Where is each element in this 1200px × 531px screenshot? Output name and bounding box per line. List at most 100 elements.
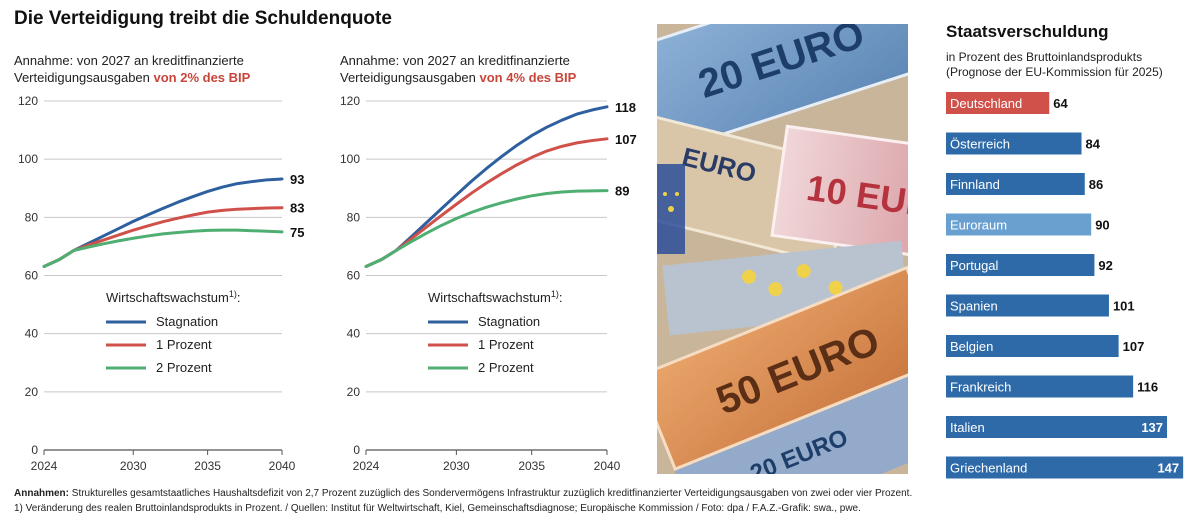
y-tick-label: 0 bbox=[31, 443, 38, 457]
bar-euroraum bbox=[946, 213, 1092, 236]
bar-category-label: Belgien bbox=[950, 339, 993, 354]
x-tick-label: 2035 bbox=[518, 459, 545, 473]
series-line-2-prozent bbox=[364, 189, 609, 268]
series-line-2-prozent bbox=[42, 228, 284, 268]
euro-banknotes-photo: 20 EURO EURO 10 EURO 50 EURO 20 EURO bbox=[657, 24, 908, 474]
panel-1-subtitle-highlight: von 2% des BIP bbox=[153, 70, 251, 85]
bar-category-label: Finnland bbox=[950, 177, 1000, 192]
bar-frankreich bbox=[946, 375, 1134, 398]
euro-banknotes-image: 20 EURO EURO 10 EURO 50 EURO 20 EURO bbox=[657, 24, 908, 474]
y-tick-label: 60 bbox=[25, 269, 39, 283]
legend-title-footnote: 1) bbox=[551, 289, 559, 299]
main-title: Die Verteidigung treibt die Schuldenquot… bbox=[14, 8, 392, 29]
bar-value-label: 137 bbox=[1141, 420, 1163, 435]
y-tick-label: 100 bbox=[18, 152, 38, 166]
bar-spanien bbox=[946, 294, 1109, 317]
bar-category-label: Italien bbox=[950, 420, 985, 435]
series-end-label: 89 bbox=[615, 184, 629, 199]
legend-title-colon: : bbox=[559, 290, 563, 305]
bar-value-label: 101 bbox=[1113, 299, 1135, 314]
staats-subtitle-line2: (Prognose der EU-Kommission für 2025) bbox=[946, 65, 1163, 79]
bar-value-label: 84 bbox=[1086, 137, 1101, 152]
legend-title-footnote: 1) bbox=[229, 289, 237, 299]
series-line-stagnation bbox=[364, 105, 609, 268]
bar-finnland bbox=[946, 173, 1085, 195]
y-tick-label: 120 bbox=[340, 94, 360, 108]
bar-value-label: 107 bbox=[1123, 339, 1145, 354]
panel-1-subtitle-line2: Verteidigungsausgaben von 2% des BIP bbox=[14, 69, 250, 86]
panel-2-subtitle-prefix: Verteidigungsausgaben bbox=[340, 70, 480, 85]
x-tick-label: 2040 bbox=[269, 459, 296, 473]
series-end-label: 93 bbox=[290, 172, 304, 187]
y-tick-label: 20 bbox=[347, 385, 361, 399]
y-tick-label: 120 bbox=[18, 94, 38, 108]
x-tick-label: 2035 bbox=[194, 459, 221, 473]
bar-value-label: 64 bbox=[1053, 96, 1068, 111]
panel-2-subtitle-line2: Verteidigungsausgaben von 4% des BIP bbox=[340, 69, 576, 86]
y-tick-label: 40 bbox=[25, 327, 39, 341]
panel-2-subtitle-line1: Annahme: von 2027 an kreditfinanzierte bbox=[340, 53, 570, 68]
legend-label: 2 Prozent bbox=[478, 360, 534, 375]
series-end-label: 75 bbox=[290, 225, 304, 240]
bar-value-label: 116 bbox=[1137, 380, 1158, 395]
y-tick-label: 80 bbox=[25, 210, 39, 224]
bar-category-label: Portugal bbox=[950, 258, 999, 273]
legend-label: 2 Prozent bbox=[156, 360, 212, 375]
bar-österreich bbox=[946, 132, 1082, 155]
legend-title-colon: : bbox=[237, 290, 241, 305]
panel-2-subtitle: Annahme: von 2027 an kreditfinanzierte V… bbox=[340, 52, 576, 86]
panel-1-subtitle-prefix: Verteidigungsausgaben bbox=[14, 70, 154, 85]
staats-subtitle-line1: in Prozent des Bruttoinlandsprodukts bbox=[946, 50, 1143, 64]
series-end-label: 107 bbox=[615, 132, 637, 147]
bar-value-label: 147 bbox=[1157, 461, 1179, 476]
footer-line1-bold: Annahmen: bbox=[14, 488, 69, 499]
panel-1-subtitle: Annahme: von 2027 an kreditfinanzierte V… bbox=[14, 52, 250, 86]
bar-belgien bbox=[946, 335, 1119, 357]
staats-title: Staatsverschuldung bbox=[946, 22, 1109, 41]
legend-label: Stagnation bbox=[478, 314, 540, 329]
bar-portugal bbox=[946, 254, 1095, 276]
bar-category-label: Deutschland bbox=[950, 96, 1022, 111]
panel-1-subtitle-line1: Annahme: von 2027 an kreditfinanzierte bbox=[14, 53, 244, 68]
x-tick-label: 2030 bbox=[120, 459, 147, 473]
debt-bar-chart: Deutschland 64 Österreich 84 Finnland 86 Euror… bbox=[946, 92, 1184, 479]
series-line-1-prozent bbox=[42, 206, 284, 268]
x-tick-label: 2030 bbox=[443, 459, 470, 473]
bar-griechenland bbox=[946, 456, 1184, 479]
y-tick-label: 80 bbox=[347, 210, 361, 224]
panel-2-subtitle-highlight: von 4% des BIP bbox=[479, 70, 577, 85]
bar-deutschland bbox=[946, 92, 1050, 114]
bar-category-label: Euroraum bbox=[950, 218, 1007, 233]
x-tick-label: 2024 bbox=[31, 459, 58, 473]
y-tick-label: 20 bbox=[25, 385, 39, 399]
bar-category-label: Frankreich bbox=[950, 380, 1011, 395]
bar-value-label: 90 bbox=[1095, 218, 1109, 233]
legend-label: 1 Prozent bbox=[156, 337, 212, 352]
bar-category-label: Österreich bbox=[950, 137, 1010, 152]
y-tick-label: 60 bbox=[347, 269, 361, 283]
staats-subtitle: in Prozent des Bruttoinlandsprodukts (Pr… bbox=[946, 50, 1163, 80]
bar-category-label: Spanien bbox=[950, 299, 998, 314]
legend-title: Wirtschaftswachstum1): bbox=[106, 289, 240, 305]
bar-category-label: Griechenland bbox=[950, 461, 1027, 476]
legend-title: Wirtschaftswachstum1): bbox=[428, 289, 562, 305]
footer-line1: Annahmen: Strukturelles gesamtstaatliche… bbox=[14, 486, 912, 501]
series-end-label: 83 bbox=[290, 201, 304, 216]
series-line-1-prozent bbox=[364, 137, 609, 268]
x-tick-label: 2040 bbox=[594, 459, 621, 473]
x-tick-label: 2024 bbox=[353, 459, 380, 473]
bar-italien bbox=[946, 416, 1168, 438]
footer-notes: Annahmen: Strukturelles gesamtstaatliche… bbox=[14, 486, 912, 516]
footer-line2: 1) Veränderung des realen Bruttoinlandsp… bbox=[14, 503, 861, 514]
y-tick-label: 40 bbox=[347, 327, 361, 341]
footer-line1-text: Strukturelles gesamtstaatliches Haushalt… bbox=[69, 488, 913, 499]
legend-label: 1 Prozent bbox=[478, 337, 534, 352]
bar-value-label: 86 bbox=[1089, 177, 1103, 192]
y-tick-label: 100 bbox=[340, 152, 360, 166]
bar-value-label: 92 bbox=[1098, 258, 1112, 273]
legend-label: Stagnation bbox=[156, 314, 218, 329]
y-tick-label: 0 bbox=[353, 443, 360, 457]
series-end-label: 118 bbox=[615, 100, 636, 115]
